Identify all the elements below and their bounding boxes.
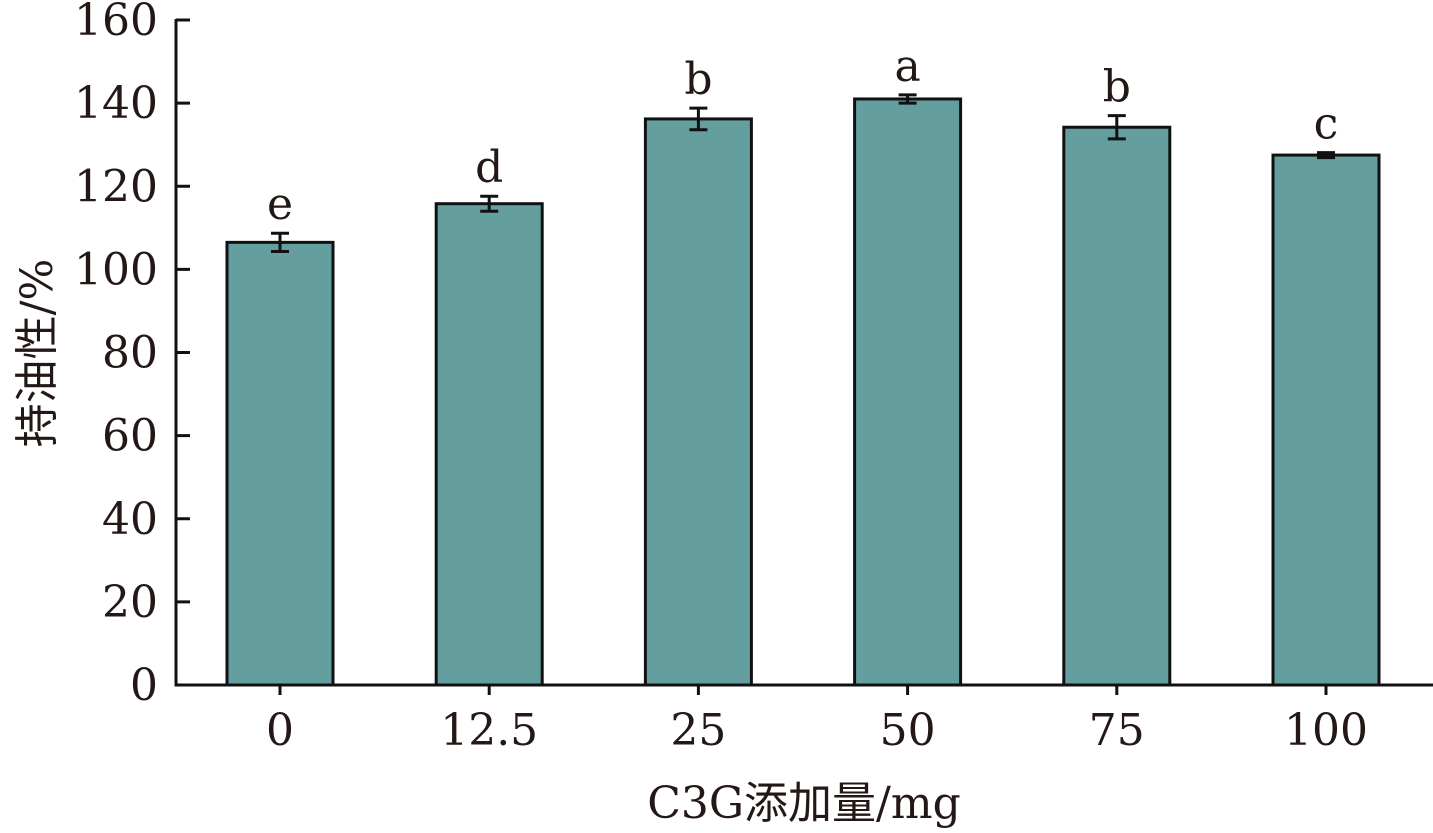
bars-group [225, 97, 1381, 687]
y-tick-label: 60 [102, 411, 158, 462]
bar-75 [1062, 125, 1172, 687]
x-tick-label: 12.5 [440, 705, 538, 756]
error-bar-0 [271, 231, 289, 254]
bar-50 [853, 97, 963, 687]
bar-0 [225, 240, 335, 687]
axes-group [174, 19, 1433, 687]
bar-100 [1271, 153, 1381, 687]
x-tick-label: 75 [1089, 705, 1145, 756]
x-tick-label: 25 [670, 705, 726, 756]
bar-25 [643, 117, 753, 687]
y-tick-label: 80 [102, 328, 158, 379]
significance-label: b [1103, 62, 1131, 113]
y-ticks-group: 0 20 40 60 80 100 120 140 160 [74, 0, 190, 711]
error-bars-group [271, 93, 1335, 254]
significance-label: e [267, 179, 293, 230]
y-tick-label: 160 [74, 0, 158, 46]
x-ticks-group: 0 12.5 25 50 75 100 [266, 685, 1368, 756]
bar-12.5 [434, 202, 544, 687]
error-bar-75 [1107, 114, 1126, 141]
error-bar-25 [689, 106, 708, 132]
y-tick-label: 0 [130, 660, 158, 711]
significance-label: a [894, 41, 920, 92]
significance-labels-group: e d b a b c [267, 41, 1338, 230]
x-tick-label: 50 [880, 705, 936, 756]
x-tick-label: 100 [1284, 705, 1368, 756]
y-tick-label: 40 [102, 494, 158, 545]
significance-label: c [1314, 99, 1339, 150]
y-tick-label: 20 [102, 577, 158, 628]
x-tick-label: 0 [266, 705, 294, 756]
significance-label: d [475, 142, 503, 193]
y-axis-title: 持油性/% [12, 259, 63, 448]
error-bar-50 [898, 93, 917, 105]
y-tick-label: 120 [74, 161, 158, 212]
y-tick-label: 100 [74, 244, 158, 295]
x-axis-title: C3G添加量/mg [647, 778, 961, 829]
y-tick-label: 140 [74, 78, 158, 129]
error-bar-12.5 [480, 194, 499, 213]
significance-label: b [684, 54, 712, 105]
error-bar-100 [1317, 151, 1335, 160]
